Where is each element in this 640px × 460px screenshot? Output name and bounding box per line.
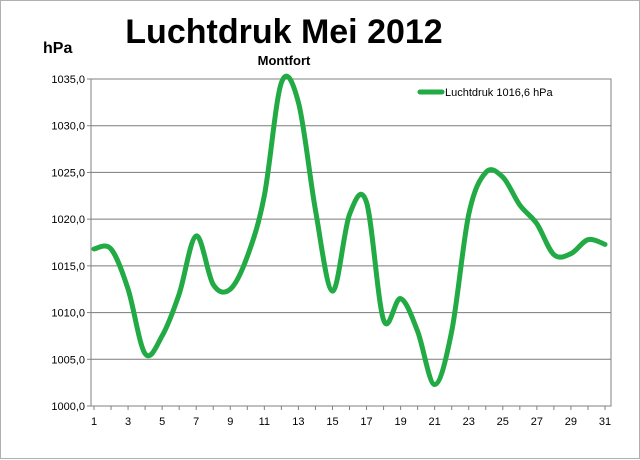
- y-axis: 1000,0 1005,0 1010,0 1015,0 1020,0 1025,0 1030…: [51, 74, 91, 413]
- x-tick-label: 27: [531, 416, 543, 428]
- x-tick-label: 31: [599, 416, 611, 428]
- x-tick-label: 23: [463, 416, 475, 428]
- plot-area: [91, 79, 611, 406]
- x-tick-label: 5: [159, 416, 165, 428]
- series-line: [94, 76, 605, 384]
- series-group: [94, 76, 605, 384]
- y-tick-label: 1010,0: [51, 308, 85, 320]
- x-tick-label: 11: [259, 416, 270, 428]
- y-tick-label: 1030,0: [51, 121, 85, 133]
- x-tick-label: 17: [360, 416, 372, 428]
- x-tick-label: 21: [429, 416, 441, 428]
- y-tick-label: 1005,0: [51, 354, 85, 366]
- chart-subtitle: Montfort: [258, 53, 311, 68]
- x-tick-label: 29: [565, 416, 577, 428]
- legend: Luchtdruk 1016,6 hPa: [420, 87, 554, 99]
- y-tick-label: 1025,0: [51, 167, 85, 179]
- y-tick-label: 1015,0: [51, 261, 85, 273]
- y-axis-label: hPa: [43, 40, 72, 57]
- legend-label: Luchtdruk 1016,6 hPa: [445, 87, 554, 99]
- x-tick-label: 9: [227, 416, 233, 428]
- x-tick-label: 25: [497, 416, 509, 428]
- x-tick-label: 13: [292, 416, 304, 428]
- x-tick-label: 15: [326, 416, 338, 428]
- x-tick-label: 19: [394, 416, 406, 428]
- x-tick-label: 1: [91, 416, 97, 428]
- y-tick-label: 1000,0: [51, 401, 85, 413]
- y-tick-label: 1020,0: [51, 214, 85, 226]
- y-tick-label: 1035,0: [51, 74, 85, 86]
- x-tick-label: 3: [125, 416, 131, 428]
- x-tick-label: 7: [193, 416, 199, 428]
- chart-title: Luchtdruk Mei 2012: [125, 13, 442, 51]
